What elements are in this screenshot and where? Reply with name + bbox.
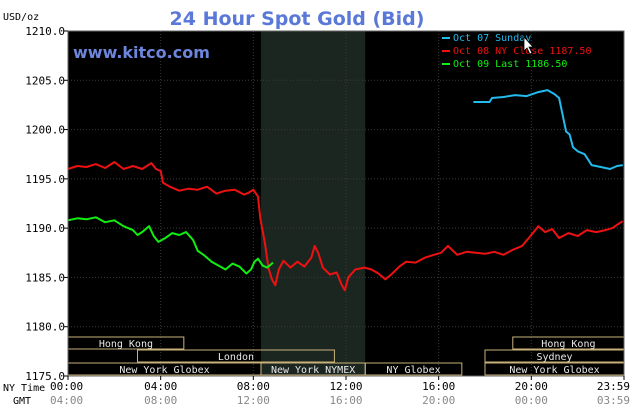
x-tick-label-ny: 20:00 [515,380,548,393]
legend-label: Oct 09 Last 1186.50 [453,59,567,70]
legend-item: Oct 07 Sunday [442,33,531,44]
market-session-label: New York Globex [119,365,209,376]
nymex-session-shading [260,31,366,376]
market-session-label: Hong Kong [541,339,595,350]
y-tick-label: 1175.0 [25,370,65,383]
legend-label: Oct 08 NY Close 1187.50 [453,46,591,57]
legend-item: Oct 09 Last 1186.50 [442,59,567,70]
x-tick-label-ny: 12:00 [329,380,362,393]
y-tick-label: 1200.0 [25,124,65,137]
series-line [67,161,624,292]
y-tick-label: 1210.0 [25,25,65,38]
chart-timestamp: October 09, 2018 09:09 [456,17,602,30]
mouse-cursor-icon [523,35,534,55]
market-session-label: Hong Kong [99,339,153,350]
x-tick-label-gmt: 12:00 [237,394,270,407]
legend: Oct 07 Sunday Oct 08 NY Close 1187.50 Oct … [442,33,591,70]
market-session-box [364,362,463,376]
market-session-label: Sydney [536,352,572,363]
watermark: www.kitco.com [73,43,210,62]
market-session: New York NYMEX [260,362,366,376]
series-line [67,216,274,275]
unit-label: USD/oz [3,12,39,23]
y-axis: 1175.0 1180.0 1185.0 1190.0 1195.0 1200.0 1205… [25,25,68,383]
x-tick-label-gmt: 04:00 [50,394,83,407]
y-tick-label: 1180.0 [25,321,65,334]
x-tick-label-gmt: 00:00 [515,394,548,407]
x-tick-label-gmt: 16:00 [329,394,362,407]
y-tick-label: 1205.0 [25,74,65,87]
x-tick-label-gmt: 20:00 [422,394,455,407]
y-tick-label: 1190.0 [25,222,65,235]
market-session: NY Globex [364,362,463,376]
y-tick-label: 1195.0 [25,173,65,186]
market-session-box [137,349,335,363]
x-tick-label-ny: 16:00 [422,380,455,393]
market-session-label: New York NYMEX [271,365,355,376]
x-axis-ny-label: NY Time [3,383,45,394]
chart-title: 24 Hour Spot Gold (Bid) [170,8,425,30]
legend-label: Oct 07 Sunday [453,33,531,44]
x-axis-gmt-label: GMT [13,396,31,407]
x-tick-label-ny: 00:00 [50,380,83,393]
x-tick-label-ny: 04:00 [144,380,177,393]
market-session: London [137,349,335,363]
y-tick-label: 1185.0 [25,271,65,284]
legend-item: Oct 08 NY Close 1187.50 [442,46,591,57]
market-session-label: London [218,352,254,363]
market-session-label: New York Globex [509,365,599,376]
series-line [473,89,623,170]
price-series [67,89,624,292]
x-tick-label-gmt: 03:59 [597,394,630,407]
x-tick-label-gmt: 08:00 [144,394,177,407]
x-tick-label-ny: 23:59 [597,380,630,393]
market-session-label: NY Globex [386,365,440,376]
x-tick-label-ny: 08:00 [237,380,270,393]
